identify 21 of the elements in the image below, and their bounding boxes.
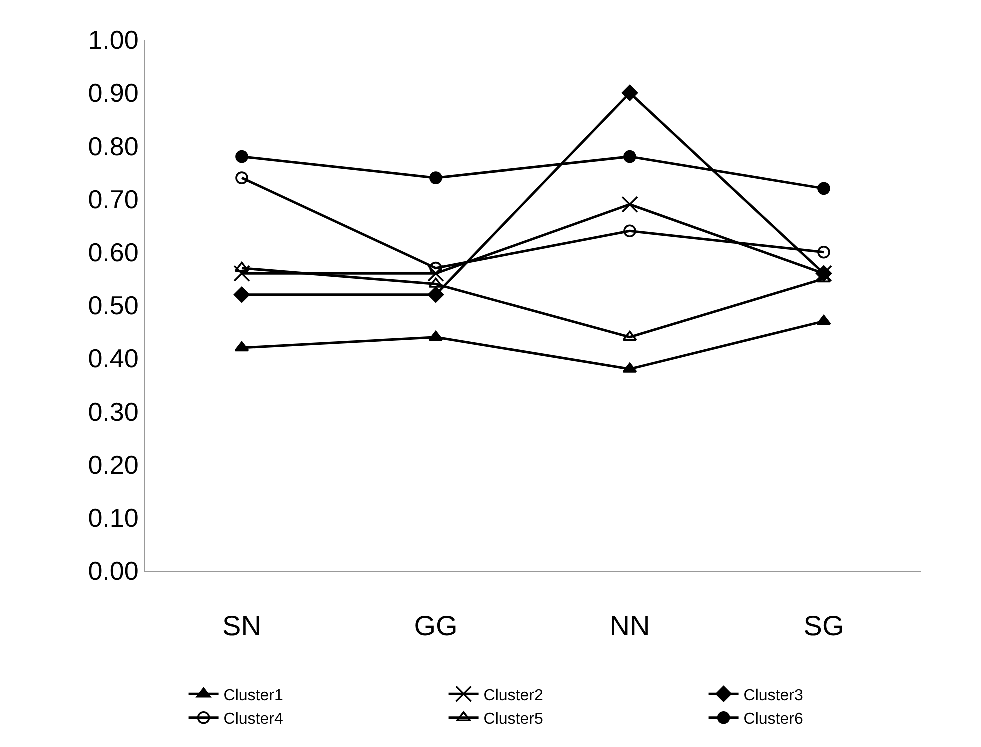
x-tick-label: GG (414, 610, 458, 642)
x-tick-label: NN (610, 610, 650, 642)
legend-label: Cluster4 (224, 711, 284, 728)
x-tick-label: SN (222, 610, 262, 642)
y-tick-label: 0.70 (88, 184, 139, 214)
legend-label: Cluster6 (744, 711, 804, 728)
y-tick-label: 0.60 (88, 238, 139, 268)
y-tick-label: 0.30 (88, 396, 139, 427)
y-tick-label: 0.50 (88, 290, 139, 321)
y-tick-label: 0.20 (88, 450, 139, 480)
y-tick-label: 0.10 (88, 503, 139, 533)
legend-label: Cluster2 (484, 687, 544, 704)
legend-label: Cluster3 (744, 687, 804, 704)
y-tick-label: 0.90 (88, 78, 139, 108)
legend-label: Cluster5 (484, 711, 544, 728)
y-tick-label: 0.00 (88, 556, 139, 586)
y-tick-label: 1.00 (88, 25, 139, 56)
x-tick-label: SG (804, 610, 844, 642)
y-tick-label: 0.80 (88, 131, 139, 162)
y-tick-label: 0.40 (88, 344, 139, 374)
legend-label: Cluster1 (224, 687, 284, 704)
